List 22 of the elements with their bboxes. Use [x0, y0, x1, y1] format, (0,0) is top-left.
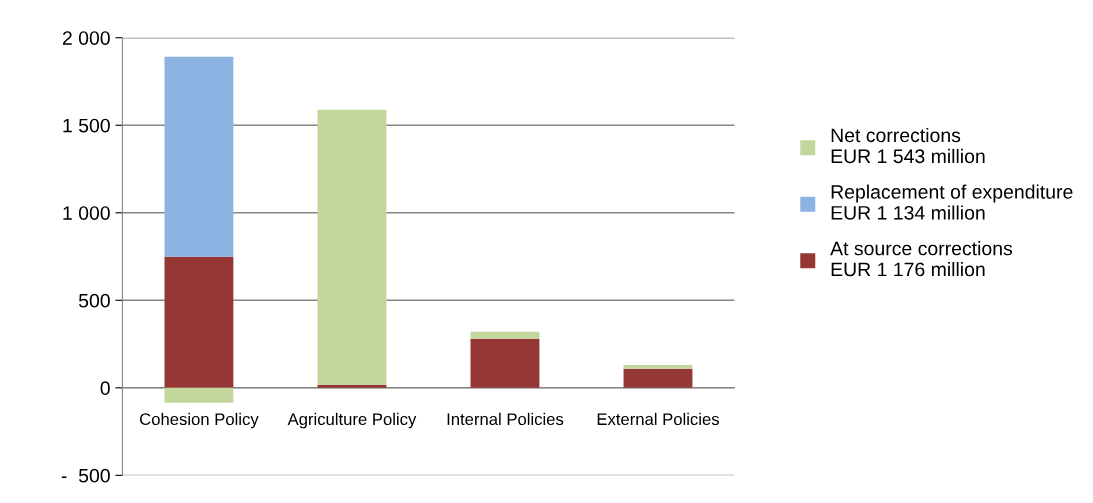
bar	[470, 338, 540, 388]
legend-label: Replacement of expenditure EUR 1 134 million	[831, 184, 1073, 220]
bar	[317, 384, 387, 388]
x-tick-label: External Policies	[597, 412, 719, 426]
y-tick-label: 0	[100, 381, 110, 396]
bar	[164, 56, 234, 257]
y-tick-label: - 500	[61, 468, 110, 483]
bar	[317, 109, 387, 385]
x-tick-label: Agriculture Policy	[287, 412, 417, 429]
y-tick-label: 1 500	[63, 118, 110, 133]
bar	[470, 331, 540, 339]
x-tick-label: Internal Policies	[447, 412, 564, 426]
x-tick-label: Cohesion Policy	[140, 412, 259, 429]
bar	[164, 256, 234, 388]
bar	[623, 364, 693, 369]
y-tick-label: 1 000	[63, 206, 110, 221]
bar	[164, 387, 234, 403]
y-tick-label: 2 000	[62, 31, 110, 45]
y-tick-label: 500	[78, 293, 110, 308]
legend-label: At source corrections EUR 1 176 million	[830, 241, 1013, 277]
bar	[623, 368, 693, 388]
legend-label: Net corrections EUR 1 543 million	[831, 127, 985, 164]
